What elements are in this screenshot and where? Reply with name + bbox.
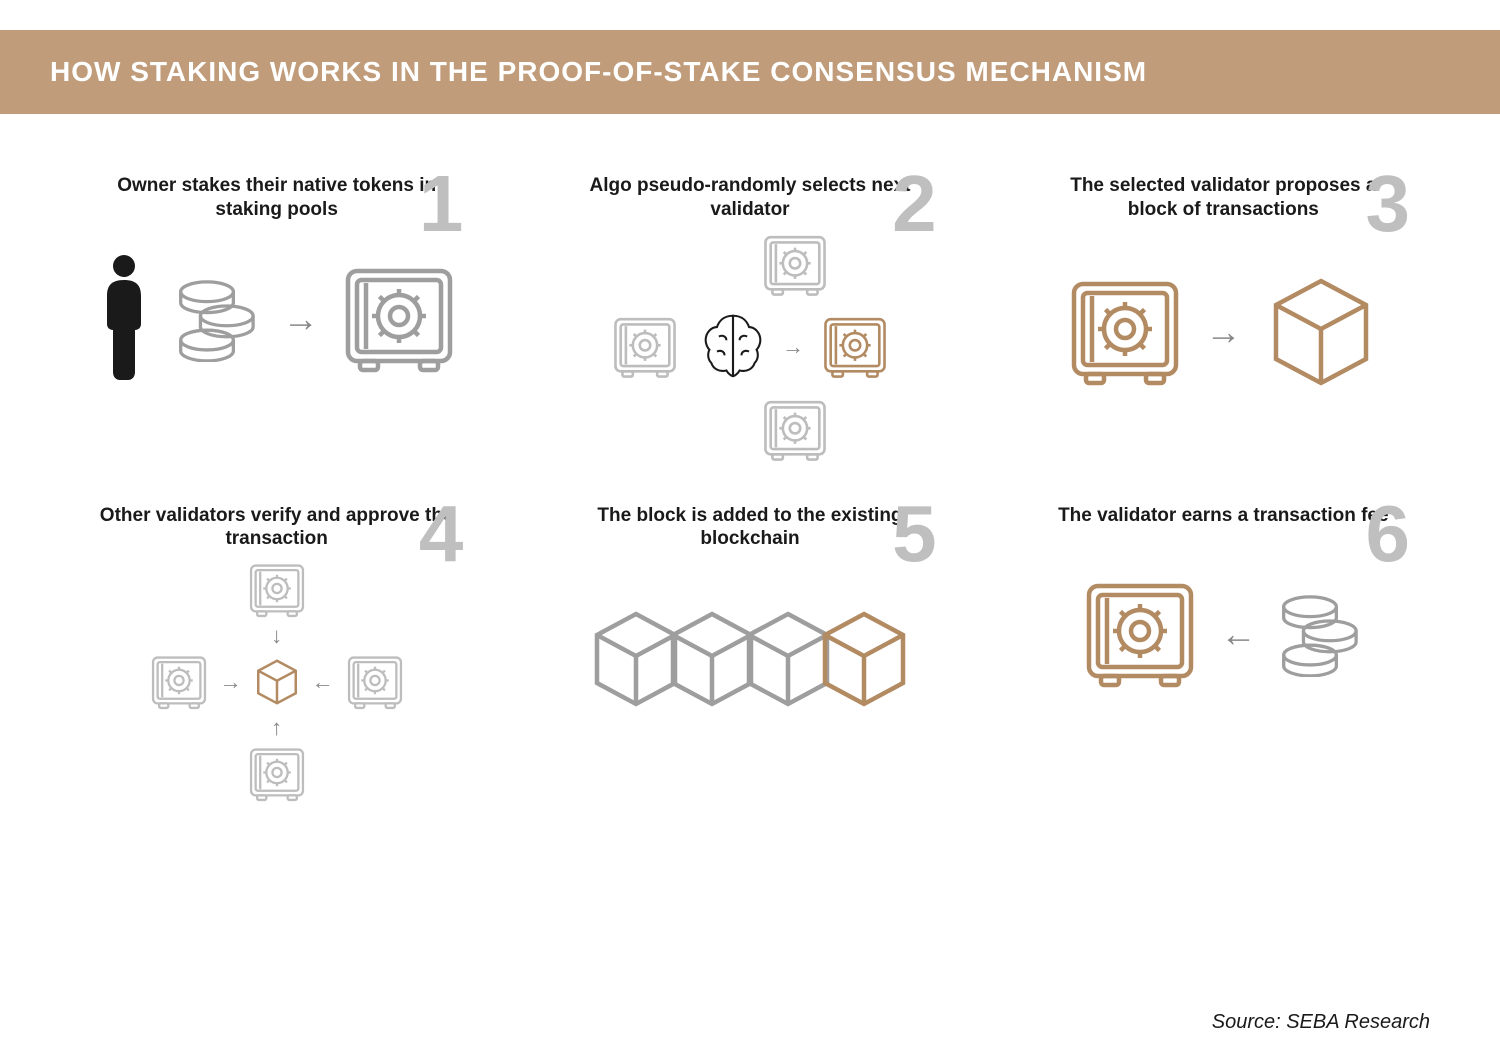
safe-icon xyxy=(610,314,680,380)
safe-selected-icon xyxy=(820,314,890,380)
safe-icon xyxy=(246,745,308,803)
title-band: HOW STAKING WORKS IN THE PROOF-OF-STAKE … xyxy=(0,30,1500,114)
cube-icon xyxy=(1261,272,1381,392)
step-number: 4 xyxy=(419,494,464,574)
steps-grid: 1 Owner stakes their native tokens in st… xyxy=(0,114,1500,823)
safe-icon xyxy=(344,653,406,711)
step-number: 1 xyxy=(419,164,464,244)
safe-icon xyxy=(246,561,308,619)
step-6: 6 The validator earns a transaction fee … xyxy=(1017,504,1430,804)
coins-icon xyxy=(1276,587,1366,682)
step-number: 3 xyxy=(1366,164,1411,244)
step-title: Algo pseudo-randomly selects next valida… xyxy=(570,174,930,222)
source-attribution: Source: SEBA Research xyxy=(1212,1011,1430,1034)
blockchain-chain-icon xyxy=(591,611,909,707)
step-number: 5 xyxy=(892,494,937,574)
step-title: Other validators verify and approve the … xyxy=(97,504,457,552)
step-5: 5 The block is added to the existing blo… xyxy=(543,504,956,804)
safe-icon xyxy=(760,232,830,298)
step-number: 6 xyxy=(1366,494,1411,574)
arrow-right-icon: → xyxy=(782,334,804,360)
cube-icon xyxy=(252,657,302,707)
arrow-right-icon: → xyxy=(1205,311,1241,353)
step-title: Owner stakes their native tokens in stak… xyxy=(97,174,457,222)
safe-selected-icon xyxy=(1065,275,1185,389)
safe-icon xyxy=(339,262,459,376)
arrow-up-icon: ↑ xyxy=(271,715,282,741)
step-title: The selected validator proposes a block … xyxy=(1043,174,1403,222)
infographic-title: HOW STAKING WORKS IN THE PROOF-OF-STAKE … xyxy=(50,56,1450,88)
arrow-right-icon: → xyxy=(283,298,319,340)
arrow-left-icon: ← xyxy=(312,669,334,695)
step-number: 2 xyxy=(892,164,937,244)
person-icon xyxy=(95,252,153,387)
coins-icon xyxy=(173,272,263,367)
arrow-left-icon: ← xyxy=(1220,613,1256,655)
step-3: 3 The selected validator proposes a bloc… xyxy=(1017,174,1430,474)
arrow-right-icon: → xyxy=(220,669,242,695)
step-1: 1 Owner stakes their native tokens in st… xyxy=(70,174,483,474)
step-2: 2 Algo pseudo-randomly selects next vali… xyxy=(543,174,956,474)
step-4: 4 Other validators verify and approve th… xyxy=(70,504,483,804)
step-title: The block is added to the existing block… xyxy=(570,504,930,552)
safe-selected-icon xyxy=(1080,577,1200,691)
safe-icon xyxy=(148,653,210,711)
brain-icon xyxy=(700,310,766,385)
arrow-down-icon: ↓ xyxy=(271,623,282,649)
safe-icon xyxy=(760,397,830,463)
step-title: The validator earns a transaction fee xyxy=(1043,504,1403,528)
